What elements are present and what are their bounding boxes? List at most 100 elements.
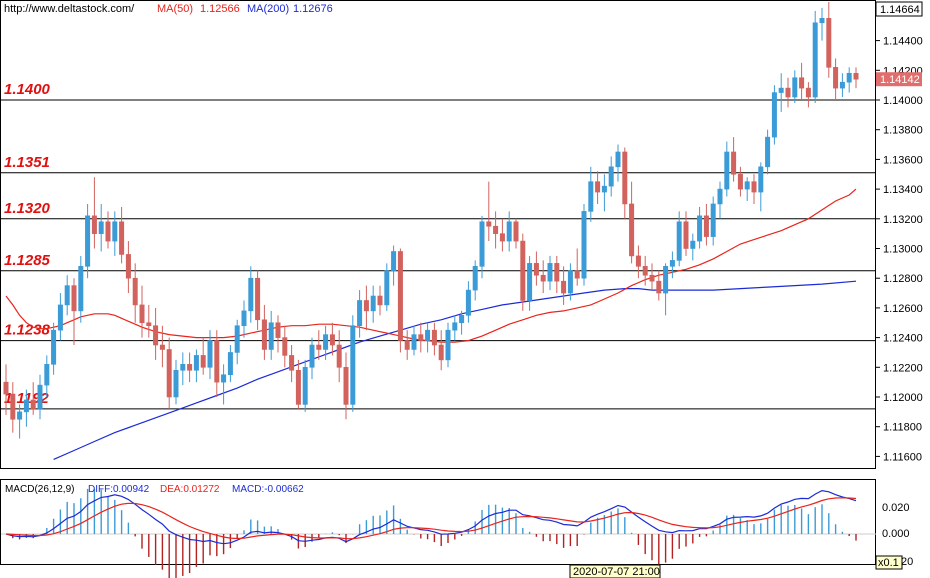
candle-body [329, 334, 335, 346]
ma200-label: MA(200) [247, 3, 289, 15]
candle-body [404, 340, 410, 350]
candle-body [17, 411, 23, 420]
y-tick-label: 1.12600 [883, 303, 923, 315]
candle-body [119, 221, 125, 255]
candle-body [418, 334, 424, 341]
candle-body [472, 266, 478, 291]
source-url: http://www.deltastock.com/ [4, 3, 135, 15]
candle-body [187, 364, 193, 371]
candle-body [37, 384, 43, 410]
candle-body [629, 203, 635, 257]
candle-body [71, 285, 77, 312]
ma200-value: 1.12676 [293, 3, 333, 15]
ma200-line [53, 280, 857, 460]
current-price-value: 1.14142 [880, 74, 920, 86]
candle-body [125, 254, 131, 279]
candle-body [323, 334, 329, 350]
top-price-box [875, 1, 923, 17]
candle-body [649, 274, 655, 282]
candle-body [771, 92, 777, 138]
candle-body [724, 151, 730, 190]
candle-body [533, 263, 539, 276]
candle-body [146, 322, 152, 327]
candle-body [302, 366, 308, 405]
candle-body [316, 344, 322, 350]
candle-body [547, 263, 553, 282]
candle-body [445, 329, 451, 361]
candle-body [391, 251, 397, 272]
candle-body [261, 319, 267, 350]
ma200-line-layer [53, 280, 857, 460]
candle-body [363, 300, 369, 312]
candle-body [561, 280, 567, 294]
top-price-value: 1.14664 [880, 4, 920, 16]
macd-tick-000: 0.000 [882, 528, 910, 540]
candle-body [853, 72, 859, 80]
candle-body [540, 274, 546, 282]
macd-plot-frame [0, 479, 876, 565]
candle-body [112, 221, 118, 242]
candle-body [153, 325, 159, 346]
candle-body [506, 221, 512, 242]
candle-body [397, 251, 403, 341]
candle-body [10, 393, 16, 420]
candle-body [132, 277, 138, 306]
candle-body [370, 295, 376, 312]
candle-body [438, 344, 444, 361]
candle-body [221, 374, 227, 383]
candle-body [275, 322, 281, 338]
candle-body [601, 185, 607, 193]
candle-body [717, 188, 723, 205]
candle-body [248, 277, 254, 312]
candle-body [595, 181, 601, 193]
candle-body [98, 221, 104, 234]
candle-body [731, 151, 737, 175]
candle-body [289, 355, 295, 371]
candle-body [833, 67, 839, 89]
level-label: 1.1400 [4, 81, 51, 98]
candle-body [765, 136, 771, 168]
candle-body [656, 280, 662, 294]
candle-body [384, 270, 390, 306]
candle-body [78, 266, 84, 312]
y-tick-label: 1.11600 [883, 451, 922, 463]
candle-body [166, 349, 172, 398]
candle-body [819, 18, 825, 24]
level-label: 1.1320 [4, 200, 51, 217]
y-tick-label: 1.11800 [883, 422, 922, 434]
candle-body [846, 72, 852, 83]
price-plot-frame [0, 0, 876, 469]
candle-body [139, 304, 145, 324]
candle-body [520, 240, 526, 301]
candle-body [431, 329, 437, 346]
timestamp-label: 2020-07-07 21:00 [573, 566, 660, 578]
candle-body [574, 270, 580, 279]
candle-body [295, 369, 301, 405]
macd-scale-label: x0.1 [878, 557, 899, 569]
candle-body [527, 263, 533, 301]
macd-tick-020: 0.020 [882, 502, 910, 514]
candle-body [608, 166, 614, 187]
candle-body [778, 87, 784, 93]
candle-body [554, 263, 560, 282]
ma50-label: MA(50) [157, 3, 193, 15]
candle-body [105, 221, 111, 242]
candle-body [411, 334, 417, 350]
y-tick-label: 1.14000 [883, 95, 923, 107]
y-tick-label: 1.13800 [883, 125, 923, 137]
candle-body [173, 369, 179, 398]
candle-body [683, 221, 689, 249]
macd-title: MACD(26,12,9) [5, 484, 74, 495]
current-price-box [876, 72, 922, 87]
candle-body [425, 329, 431, 341]
y-tick-label: 1.12200 [883, 362, 923, 374]
level-label: 1.1351 [4, 154, 50, 171]
macd-dea-line [5, 497, 857, 540]
candle-body [193, 355, 199, 371]
candle-body [350, 325, 356, 405]
candle-body [663, 266, 669, 294]
candle-body [581, 211, 587, 279]
level-label: 1.1285 [4, 252, 51, 269]
candle-body [3, 381, 9, 395]
candle-body [799, 77, 805, 89]
